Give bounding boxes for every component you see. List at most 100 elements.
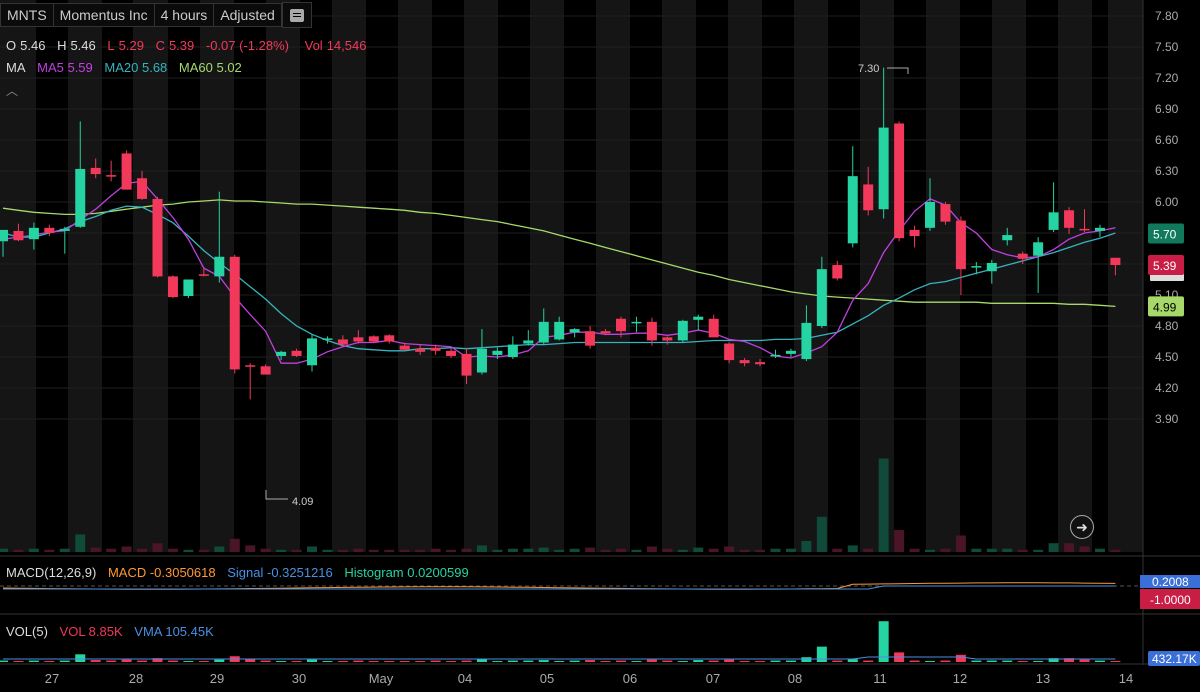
macd-top-badge-bg bbox=[1140, 575, 1200, 588]
candle-body bbox=[28, 227, 39, 240]
price-volume-bar bbox=[801, 541, 812, 552]
vol-pane-bar bbox=[708, 660, 719, 662]
vol-pane-bar bbox=[616, 660, 626, 662]
price-volume-bar bbox=[538, 547, 549, 552]
candle-body bbox=[847, 176, 858, 244]
time-tick-label: May bbox=[369, 671, 394, 686]
price-volume-bar bbox=[955, 535, 966, 552]
session-band bbox=[398, 0, 432, 552]
candle-body bbox=[925, 201, 935, 228]
candle-body bbox=[569, 329, 580, 333]
vol-pane-bar bbox=[492, 661, 503, 662]
low-annotation: 4.09 bbox=[292, 496, 313, 508]
price-volume-bar bbox=[106, 548, 117, 552]
candle-body bbox=[739, 360, 750, 364]
session-band bbox=[926, 0, 960, 552]
price-volume-bar bbox=[75, 534, 86, 552]
price-tick-label: 4.50 bbox=[1155, 350, 1179, 364]
vol-pane-bar bbox=[13, 661, 24, 662]
vol-pane-bar bbox=[291, 661, 302, 662]
price-volume-bar bbox=[415, 549, 426, 552]
symbol-tag[interactable]: MNTS bbox=[0, 3, 54, 27]
vol-value: VOL 8.85K bbox=[59, 624, 123, 639]
company-name-tag[interactable]: Momentus Inc bbox=[52, 3, 155, 27]
candle-body bbox=[646, 321, 657, 341]
vol-pane-bar bbox=[863, 660, 874, 662]
candle-body bbox=[1002, 235, 1013, 241]
price-volume-bar bbox=[646, 546, 657, 552]
vol-pane-bar bbox=[430, 660, 441, 662]
volume-label: Vol bbox=[304, 38, 323, 53]
candle-body bbox=[863, 184, 874, 211]
candle-body bbox=[183, 279, 194, 297]
vol-pane-bar bbox=[1033, 661, 1044, 662]
menu-button[interactable] bbox=[281, 2, 312, 28]
price-volume-bar bbox=[878, 458, 889, 552]
session-band bbox=[530, 0, 564, 552]
candle-body bbox=[322, 338, 333, 340]
price-tick-label: 7.20 bbox=[1155, 71, 1179, 85]
price-volume-bar bbox=[461, 548, 472, 552]
candle-body bbox=[616, 318, 626, 332]
price-volume-bar bbox=[121, 546, 132, 552]
candle-body bbox=[0, 229, 8, 242]
session-band bbox=[464, 0, 498, 552]
price-volume-bar bbox=[600, 549, 611, 552]
low-value: 5.29 bbox=[118, 38, 144, 53]
price-volume-bar bbox=[59, 548, 70, 552]
time-tick-label: 04 bbox=[458, 671, 472, 686]
close-label: C bbox=[155, 38, 165, 53]
macd-label[interactable]: MACD(12,26,9) bbox=[6, 565, 97, 580]
macd-row: MACD(12,26,9) MACD -0.3050618 Signal -0.… bbox=[6, 565, 477, 580]
price-gridlines bbox=[0, 0, 1144, 665]
collapse-chevron-icon[interactable]: ︿ bbox=[6, 84, 19, 98]
candle-body bbox=[229, 256, 240, 370]
vol-pane-bar bbox=[1110, 661, 1121, 662]
vol-pane-bar bbox=[59, 660, 70, 662]
vol-pane-bar bbox=[106, 660, 117, 662]
vol-pane-bar bbox=[693, 660, 704, 662]
vol-pane-bar bbox=[167, 660, 178, 662]
candle-body bbox=[708, 318, 719, 338]
vol-pane-bar bbox=[260, 660, 271, 662]
vol-pane-bar bbox=[507, 660, 518, 662]
vol-label[interactable]: VOL(5) bbox=[6, 624, 48, 639]
vol-pane-bar bbox=[955, 654, 966, 662]
candle-body bbox=[1017, 253, 1028, 259]
candle-body bbox=[554, 321, 565, 340]
candle-body bbox=[986, 262, 997, 272]
price-volume-bar bbox=[739, 549, 750, 552]
time-tick-label: 27 bbox=[45, 671, 59, 686]
vma-line bbox=[3, 656, 1116, 660]
ma-label[interactable]: MA bbox=[6, 60, 26, 75]
adjust-tag[interactable]: Adjusted bbox=[213, 3, 282, 27]
session-band bbox=[68, 0, 102, 552]
signal-line bbox=[3, 585, 1116, 590]
ma60-line-group bbox=[2, 199, 1116, 308]
candle-body bbox=[1079, 228, 1090, 231]
ma60-badge-bg bbox=[1148, 296, 1184, 317]
low-label: L bbox=[107, 38, 115, 53]
price-volume-bar bbox=[492, 549, 503, 552]
price-tick-label: 4.80 bbox=[1155, 319, 1179, 333]
ma20-line bbox=[2, 205, 1116, 352]
scroll-to-latest-arrow-icon[interactable]: ➜ bbox=[1070, 515, 1094, 539]
time-tick-label: 08 bbox=[788, 671, 802, 686]
price-volume-bar bbox=[986, 548, 997, 552]
session-band bbox=[332, 0, 366, 552]
price-volume-bar bbox=[585, 547, 596, 552]
price-volume-bar bbox=[229, 538, 240, 552]
candle-body bbox=[260, 366, 271, 375]
signal-value: Signal -0.3251216 bbox=[227, 565, 333, 580]
ma60-badge: 4.99 bbox=[1153, 300, 1177, 314]
candle-body bbox=[384, 335, 395, 342]
candle-body bbox=[507, 344, 518, 357]
price-volume-bar bbox=[322, 549, 333, 552]
interval-tag[interactable]: 4 hours bbox=[153, 3, 215, 27]
candle-body bbox=[894, 123, 905, 239]
vol-pane-bar bbox=[198, 661, 209, 662]
price-volume-bar bbox=[353, 548, 364, 552]
session-band bbox=[728, 0, 762, 552]
price-volume-bar bbox=[523, 548, 534, 552]
